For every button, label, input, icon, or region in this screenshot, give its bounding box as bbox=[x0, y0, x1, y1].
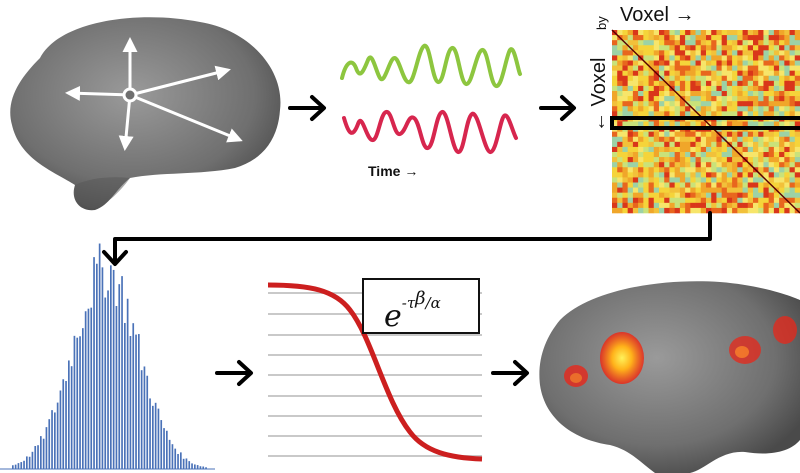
right-arrow-icon bbox=[288, 95, 326, 121]
activation-blobs bbox=[564, 316, 797, 387]
right-arrow-icon bbox=[539, 95, 576, 121]
decay-curve bbox=[267, 282, 483, 462]
brain-icon bbox=[10, 17, 281, 211]
vector-star-icon bbox=[65, 37, 243, 151]
down-arrow-icon bbox=[102, 211, 712, 266]
timeseries-red bbox=[342, 109, 518, 155]
formula-exponent-suffix: /α bbox=[425, 294, 441, 312]
matrix-side-label: ← Voxel bbox=[588, 57, 610, 132]
brain-right bbox=[539, 281, 800, 473]
matrix-cells bbox=[612, 30, 800, 214]
brain-left bbox=[10, 17, 281, 211]
correlation-matrix bbox=[610, 29, 800, 214]
time-axis-label: Time → bbox=[368, 163, 419, 179]
brain-icon bbox=[539, 281, 800, 473]
matrix-top-label: Voxel → bbox=[620, 4, 695, 26]
timeseries-panel bbox=[340, 43, 522, 155]
formula: e-τβ/α bbox=[384, 288, 441, 334]
formula-exponent-prefix: -τ bbox=[401, 294, 416, 312]
matrix-by-label: by bbox=[594, 16, 609, 30]
formula-exponent-power: β bbox=[415, 288, 426, 309]
right-arrow-icon bbox=[491, 360, 529, 386]
right-arrow-icon bbox=[215, 360, 253, 386]
histogram bbox=[12, 243, 207, 469]
timeseries-green bbox=[340, 43, 522, 89]
formula-base: e bbox=[384, 299, 402, 334]
matrix-selected-row bbox=[610, 116, 800, 130]
formula-box bbox=[362, 278, 480, 334]
matrix-diagonal bbox=[611, 29, 800, 214]
